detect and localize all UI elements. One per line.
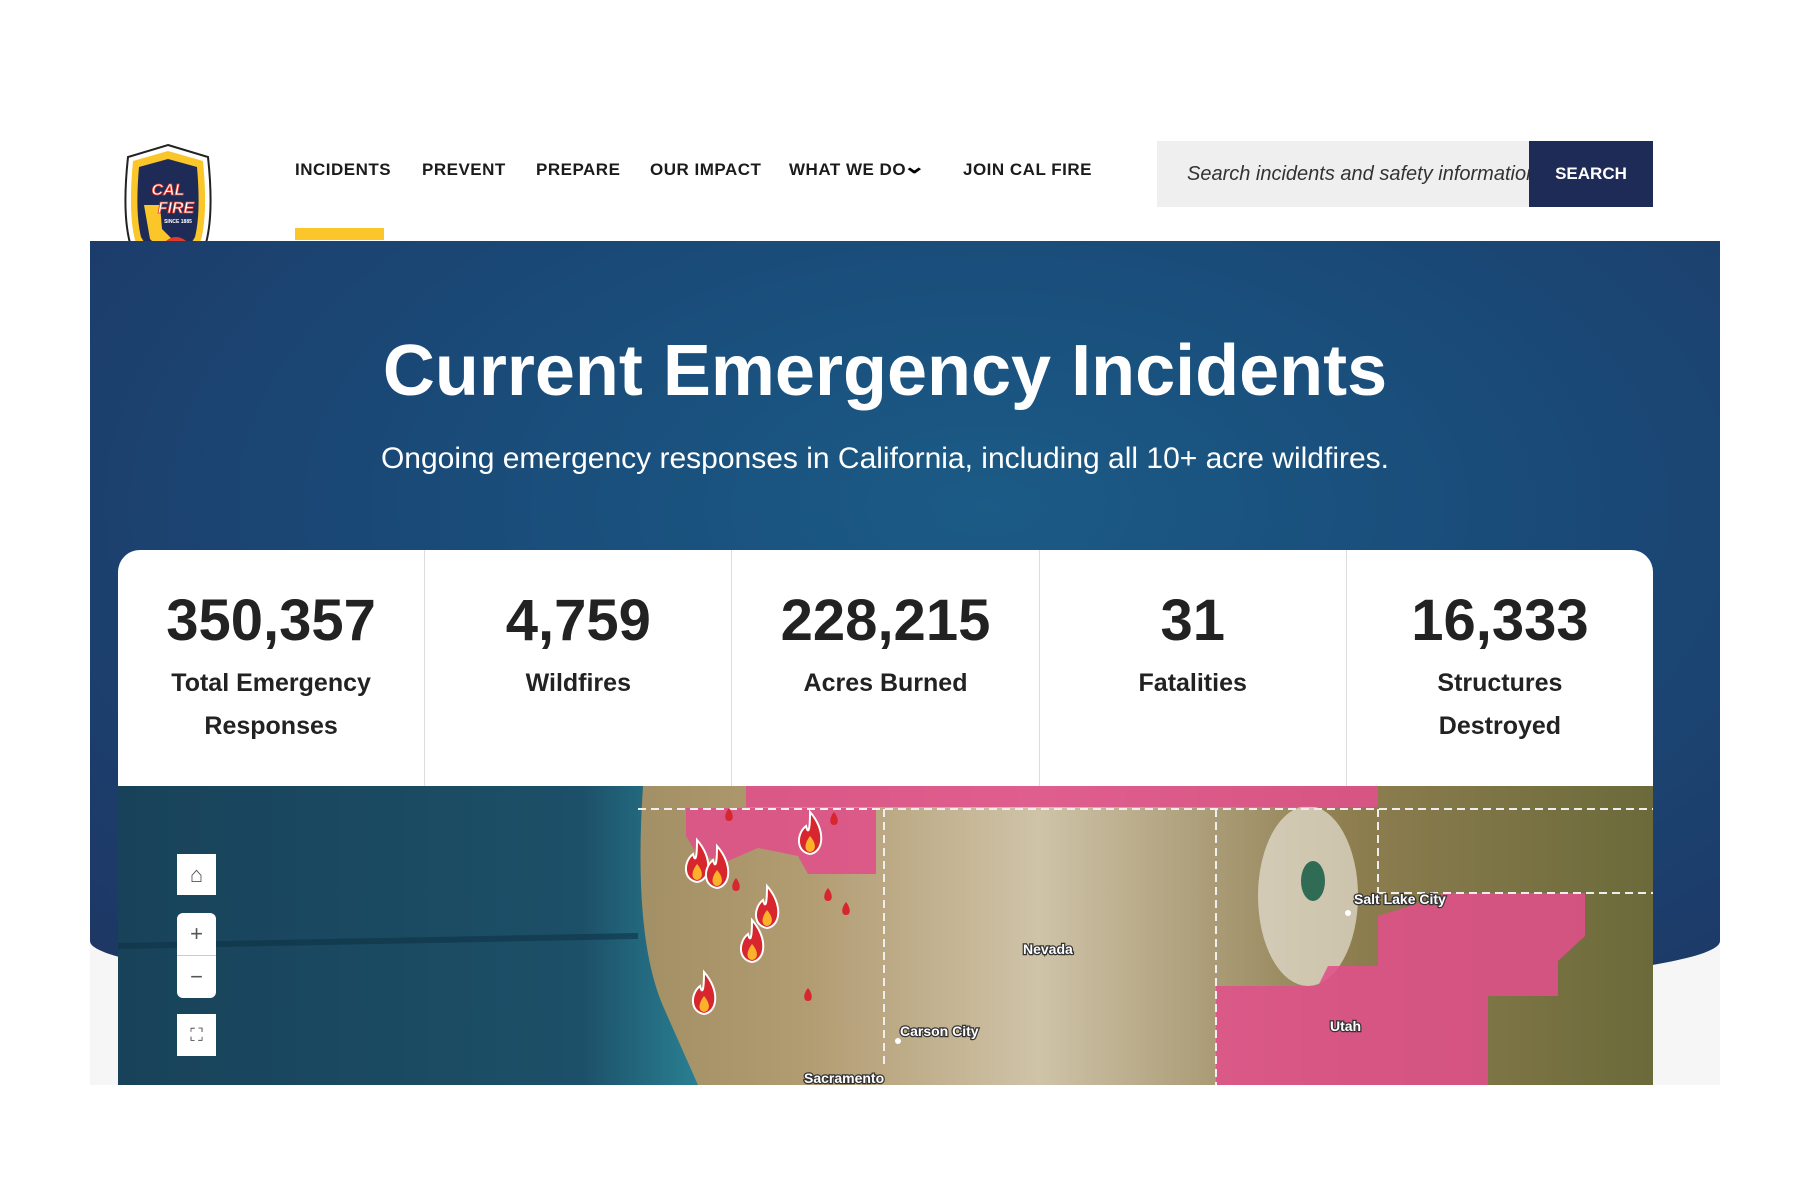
nav-what-we-do[interactable]: WHAT WE DO (789, 160, 907, 179)
stat-value: 228,215 (780, 588, 991, 653)
fire-incident-icon[interactable] (798, 809, 823, 856)
small-incident-icon[interactable] (804, 988, 812, 1001)
active-nav-indicator (295, 228, 384, 240)
page-title: Current Emergency Incidents (382, 331, 1388, 411)
small-incident-icon[interactable] (830, 812, 838, 825)
stat-fatalities: 31 Fatalities (1040, 550, 1347, 786)
map-ocean (118, 786, 698, 1085)
stat-total-responses: 350,357 Total Emergency Responses (118, 550, 426, 786)
stat-label: Fatalities (1138, 669, 1247, 697)
alert-zones (686, 786, 1585, 1085)
stats-card: 350,357 Total Emergency Responses 4,759 Wi… (118, 550, 1653, 786)
stat-value: 4,759 (505, 588, 651, 653)
small-incident-icon[interactable] (732, 878, 740, 891)
svg-text:SINCE 1885: SINCE 1885 (164, 219, 192, 225)
nav-our-impact[interactable]: OUR IMPACT (650, 160, 762, 179)
svg-text:CAL: CAL (152, 182, 185, 199)
stat-value: 16,333 (1411, 588, 1589, 653)
small-incident-icon[interactable] (842, 902, 850, 915)
stat-label: Structures Destroyed (1437, 669, 1563, 740)
stat-acres-burned: 228,215 Acres Burned (732, 550, 1040, 786)
map-label-nevada: Nevada (1023, 941, 1073, 957)
fire-incident-icon[interactable] (705, 843, 730, 890)
chevron-down-icon[interactable]: ⌄ (902, 156, 927, 178)
map-label-utah: Utah (1330, 1018, 1361, 1034)
fullscreen-button[interactable]: ⛶ (177, 1014, 216, 1056)
stat-value: 350,357 (166, 588, 376, 653)
fire-incident-icon[interactable] (740, 917, 765, 964)
small-incident-icon[interactable] (725, 808, 733, 821)
stat-label: Total Emergency Responses (171, 669, 371, 740)
state-borders (638, 808, 1653, 1085)
map-label-carson-city: Carson City (900, 1023, 979, 1039)
nav-prepare[interactable]: PREPARE (536, 160, 621, 179)
search-input[interactable] (1157, 141, 1529, 207)
search-button[interactable]: SEARCH (1529, 141, 1653, 207)
nav-incidents[interactable]: INCIDENTS (295, 160, 392, 179)
stat-structures-destroyed: 16,333 Structures Destroyed (1347, 550, 1653, 786)
map-home-button[interactable]: ⌂ (177, 854, 216, 895)
stat-label: Acres Burned (803, 669, 968, 697)
nav-prevent[interactable]: PREVENT (422, 160, 506, 179)
nav-join-cal-fire[interactable]: JOIN CAL FIRE (963, 160, 1092, 179)
map-label-sacramento: Sacramento (804, 1070, 884, 1085)
stat-label: Wildfires (525, 669, 631, 697)
zoom-out-button[interactable]: − (177, 956, 216, 998)
page-subtitle: Ongoing emergency responses in Californi… (380, 442, 1390, 475)
fire-incident-icon[interactable] (755, 883, 780, 930)
incident-map[interactable]: Salt Lake City Nevada Carson City Utah S… (118, 786, 1653, 1085)
zoom-in-button[interactable]: + (177, 913, 216, 956)
fire-incident-icon[interactable] (692, 969, 717, 1016)
stat-wildfires: 4,759 Wildfires (425, 550, 733, 786)
small-incident-icon[interactable] (824, 888, 832, 901)
svg-text:FIRE: FIRE (158, 200, 196, 217)
stat-value: 31 (1160, 588, 1225, 653)
map-label-salt-lake-city: Salt Lake City (1354, 891, 1446, 907)
